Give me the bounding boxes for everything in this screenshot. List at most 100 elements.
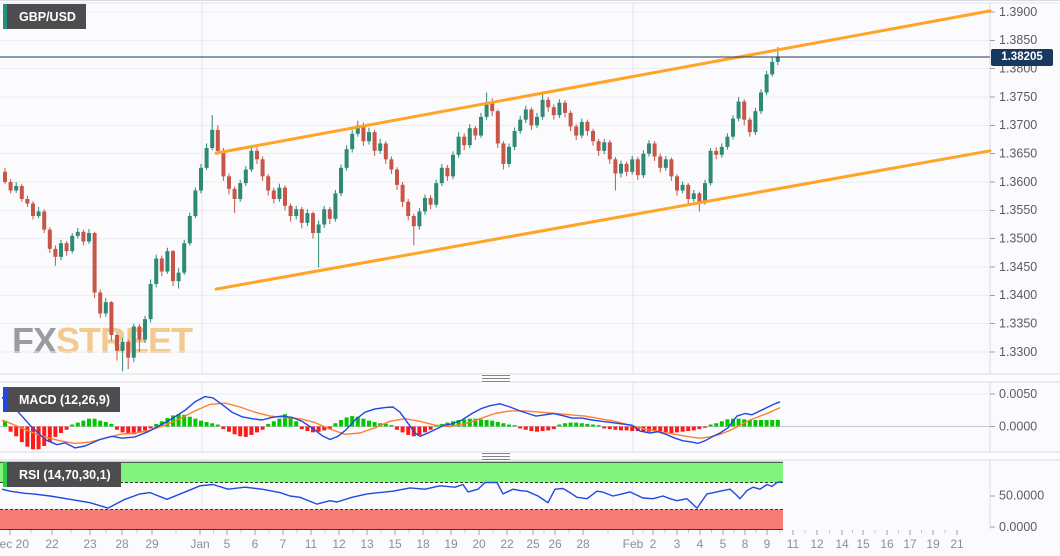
date-tick-label: 19: [926, 537, 940, 551]
macd-histogram-bar: [372, 421, 377, 427]
price-tick-label: 1.3500: [999, 231, 1037, 245]
date-tick-label: 6: [252, 537, 259, 551]
rsi-indicator-box[interactable]: RSI (14,70,30,1): [3, 462, 121, 487]
date-tick-label: 15: [388, 537, 402, 551]
macd-histogram-bar: [271, 421, 276, 427]
candle-body: [322, 209, 327, 225]
macd-histogram-bar: [294, 421, 299, 427]
price-panel[interactable]: [0, 9, 992, 372]
macd-histogram-bar: [703, 426, 707, 428]
candle-body: [507, 146, 511, 164]
date-tick-label: Feb: [623, 537, 644, 551]
candle-body: [210, 129, 215, 148]
candle-body: [193, 190, 198, 216]
macd-histogram-bar: [210, 423, 215, 427]
candle-body: [389, 159, 394, 170]
macd-histogram-bar: [143, 426, 147, 431]
date-tick-label: 29: [145, 537, 159, 551]
macd-histogram-bar: [507, 424, 511, 427]
candle-body: [350, 133, 355, 150]
candle-body: [546, 99, 551, 108]
macd-histogram-bar: [557, 424, 562, 427]
channel-lower-trendline[interactable]: [214, 149, 992, 291]
macd-histogram-bar: [591, 424, 595, 427]
candle-body: [221, 150, 226, 177]
candle-body: [512, 131, 517, 147]
macd-histogram-bar: [417, 426, 422, 435]
macd-histogram-bar: [120, 426, 125, 433]
candle-body: [697, 193, 702, 202]
macd-histogram-bar: [400, 426, 405, 433]
macd-histogram-bar: [255, 426, 259, 433]
candle-body: [753, 111, 758, 133]
price-tick-label: 1.3300: [999, 345, 1037, 359]
candle-body: [182, 243, 187, 273]
macd-panel[interactable]: [1, 395, 781, 450]
gridlines: [0, 2, 1060, 529]
macd-histogram-bar: [607, 426, 612, 430]
date-tick-label: 8: [742, 537, 749, 551]
candle-body: [277, 187, 282, 199]
macd-histogram-bar: [775, 420, 780, 427]
candle-body: [126, 341, 131, 358]
macd-histogram-bar: [686, 426, 691, 432]
candle-body: [479, 116, 483, 136]
axis-labels[interactable]: 1.39001.38501.38001.37501.37001.36501.36…: [0, 5, 1044, 551]
candle-body: [540, 99, 545, 117]
candle-body: [602, 142, 607, 151]
rsi-overbought-band: [0, 462, 783, 483]
candle-body: [75, 231, 80, 236]
macd-histogram-bar: [283, 414, 287, 427]
candle-body: [159, 258, 164, 272]
candle-body: [495, 111, 500, 144]
candle-body: [411, 216, 416, 227]
macd-histogram-bar: [731, 418, 735, 427]
candle-body: [378, 143, 383, 151]
macd-histogram-bar: [714, 423, 719, 427]
candle-body: [535, 116, 539, 126]
candle-body: [92, 233, 97, 293]
candle-body: [115, 335, 119, 351]
rsi-panel[interactable]: [0, 461, 783, 530]
candle-body: [165, 251, 170, 272]
date-tick-label: 9: [764, 537, 771, 551]
symbol-box[interactable]: GBP/USD: [3, 4, 86, 29]
channel-upper-trendline[interactable]: [214, 9, 992, 155]
macd-histogram-bar: [574, 422, 579, 427]
price-tick-label: 1.3450: [999, 260, 1037, 274]
macd-histogram-bar: [479, 419, 483, 427]
candle-body: [109, 302, 114, 335]
rsi-oversold-band: [0, 509, 783, 530]
macd-histogram-bar: [383, 423, 388, 427]
macd-histogram-bar: [215, 424, 220, 427]
macd-histogram-bar: [596, 425, 601, 427]
macd-indicator-box[interactable]: MACD (12,26,9): [3, 387, 120, 412]
macd-histogram-bar: [585, 423, 590, 427]
panel-resize-handle-rsi[interactable]: [482, 452, 510, 461]
candle-body: [143, 319, 147, 340]
candle-body: [451, 154, 455, 177]
date-tick-label: 22: [45, 537, 59, 551]
candle-body: [283, 187, 287, 206]
candle-body: [199, 167, 203, 191]
candle-body: [400, 184, 405, 202]
rsi-tick-label: 0.0000: [999, 520, 1037, 534]
date-tick-label: 20: [472, 537, 486, 551]
candle-body: [406, 201, 411, 216]
candle-body: [333, 193, 338, 219]
candle-body: [551, 107, 556, 116]
candle-body: [647, 143, 651, 154]
macd-histogram-bar: [87, 418, 91, 427]
macd-histogram-bar: [243, 426, 248, 437]
panel-resize-handle-macd[interactable]: [482, 374, 510, 383]
candle-body: [25, 199, 30, 204]
macd-histogram-bar: [59, 426, 63, 433]
candle-body: [187, 216, 192, 244]
macd-histogram-bar: [249, 426, 254, 435]
candle-body: [619, 163, 623, 174]
macd-signal-line: [1, 402, 781, 445]
candle-body: [417, 211, 422, 227]
macd-histogram-bar: [613, 426, 618, 430]
candle-body: [742, 101, 747, 120]
